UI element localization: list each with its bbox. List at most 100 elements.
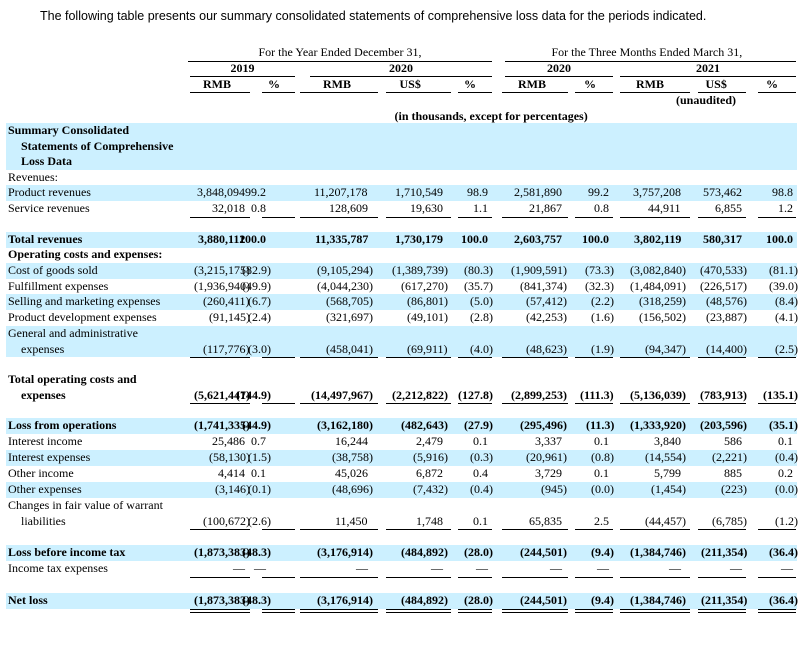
cell-underline [300,608,378,613]
cell-value: (48,576) [706,294,747,308]
cell-underline [758,529,796,531]
cell-value: (318,259) [639,294,686,308]
cell-underline [262,357,295,359]
cell-value: (617,270) [401,279,448,293]
cell-underline [262,576,295,578]
cell-underline [502,216,568,218]
cell-value: (36.4) [769,545,798,559]
cell-value: (470,533) [700,263,747,277]
cell-underline [575,357,613,359]
cell-underline [575,529,613,531]
cell-value: 98.9 [467,185,488,199]
header-rule [188,61,492,62]
cell-value: (117,776) [203,341,250,356]
cell-underline [190,608,250,613]
currency-header: % [268,77,280,91]
cell-value: 16,244 [335,434,368,448]
cell-value: 0.8 [594,201,609,215]
cell-value: 3,757,208 [633,185,681,199]
cell-value: (44,457) [645,513,686,528]
year-header: 2021 [696,61,720,75]
row-shading [6,545,797,561]
cell-underline [698,529,746,531]
cell-value: (945) [541,482,567,496]
cell-value: 586 [724,434,742,448]
cell-value: (135.1) [763,387,798,402]
cell-value: (27.9) [464,418,493,432]
period-header: For the Year Ended December 31, [258,45,422,59]
cell-value: 100.0 [766,232,793,246]
cell-underline [620,216,690,218]
row-label: Product revenues [8,185,91,199]
cell-value: (1,384,746) [630,545,686,559]
cell-value: (94,347) [645,341,686,356]
cell-value: 11,450 [335,513,368,528]
cell-value: (211,354) [701,545,748,559]
cell-value: (91,145) [209,310,250,324]
cell-value: (244,501) [520,593,567,607]
cell-value: 19,630 [410,201,443,215]
cell-value: (2.5) [775,341,798,356]
cell-underline [698,403,746,405]
row-shading [6,123,797,170]
currency-header: US$ [399,77,421,91]
row-label: Other expenses [8,482,82,496]
cell-underline [620,357,690,359]
cell-value: — [669,561,681,575]
cell-value: (1,484,091) [630,279,686,293]
cell-value: 100.0 [582,232,609,246]
cell-value: (5,621,447) [194,387,250,402]
currency-header: RMB [203,77,231,91]
cell-value: (3,176,914) [317,545,373,559]
cell-value: (69,911) [407,341,448,356]
currency-header: RMB [636,77,664,91]
cell-value: (0.0) [775,482,798,496]
cell-value: (482,643) [401,418,448,432]
cell-value: — [233,561,245,575]
cell-value: (6,785) [712,513,747,528]
row-label: Product development expenses [8,310,157,324]
cell-value: (1,909,591) [511,263,567,277]
cell-value: (5,916) [413,450,448,464]
cell-value: 99.2 [588,185,609,199]
cell-value: (2,899,253) [511,387,567,402]
cell-value: 3,880,112 [198,232,246,246]
header-rule [190,92,250,93]
cell-value: 2,603,757 [514,232,562,246]
cell-value: (2,221) [712,450,747,464]
cell-underline [758,576,796,578]
cell-value: (1.2) [775,513,798,528]
cell-underline [502,576,568,578]
cell-underline [575,576,613,578]
cell-value: (48.3) [242,545,271,559]
cell-underline [386,529,451,531]
cell-value: (783,913) [700,387,747,402]
cell-underline [458,608,492,613]
cell-value: (111.3) [580,387,614,402]
cell-value: (2.2) [591,294,614,308]
cell-underline [386,403,451,405]
cell-underline [758,216,796,218]
cell-value: (4.1) [775,310,798,324]
cell-underline [620,608,690,613]
header-rule [505,61,796,62]
cell-value: (244,501) [520,545,567,559]
cell-value: 0.1 [778,434,793,448]
cell-value: (42,253) [526,310,567,324]
cell-underline [300,357,378,359]
cell-value: 44,911 [648,201,681,215]
cell-value: — [550,561,562,575]
cell-value: — [597,561,609,575]
cell-underline [190,403,250,405]
cell-value: (48,696) [332,482,373,496]
cell-underline [758,357,796,359]
cell-value: 1.2 [778,201,793,215]
cell-value: 6,855 [715,201,742,215]
cell-value: (0.4) [470,482,493,496]
cell-underline [698,576,746,578]
cell-value: (1.6) [591,310,614,324]
cell-value: — [356,561,368,575]
row-label: Income tax expenses [8,561,108,575]
cell-underline [190,576,250,578]
row-label: Loss Data [21,154,73,169]
